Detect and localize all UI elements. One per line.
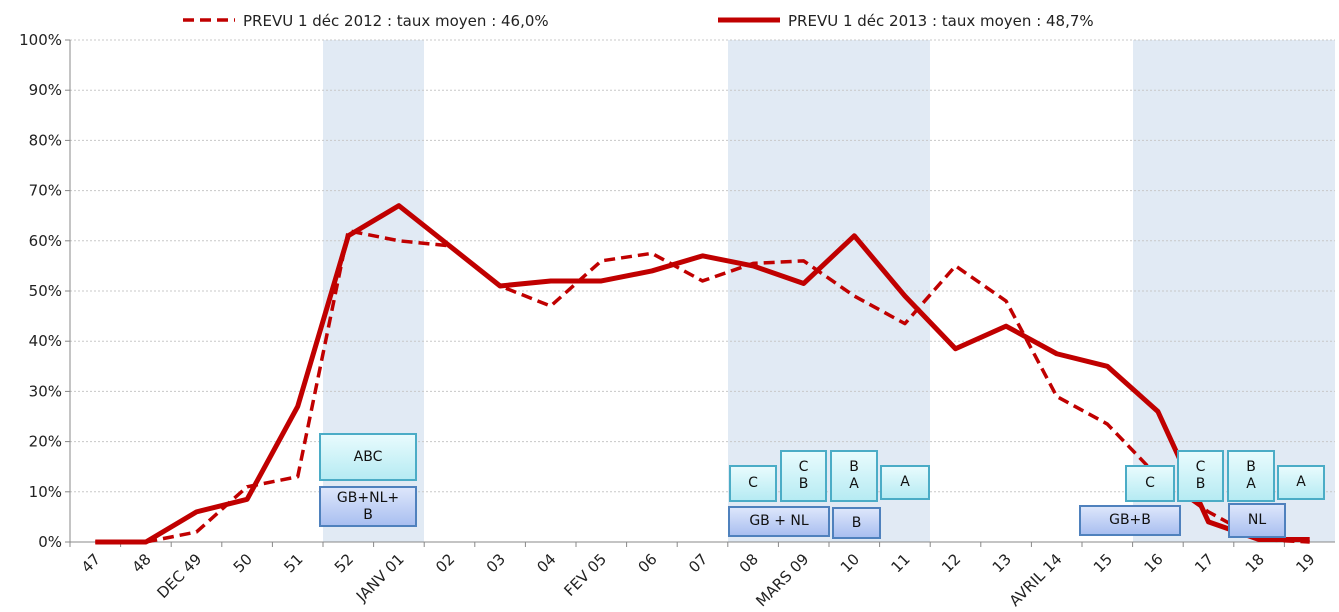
annotation-box: C B bbox=[1177, 450, 1224, 502]
y-tick-label: 0% bbox=[38, 533, 62, 551]
annotation-box: GB+NL+ B bbox=[319, 486, 417, 527]
annotation-box: GB + NL bbox=[728, 506, 830, 537]
x-tick-label: AVRIL 14 bbox=[1006, 550, 1066, 610]
annotation-box: C bbox=[1125, 465, 1175, 502]
x-tick-label: 52 bbox=[331, 550, 357, 576]
x-tick-label: 18 bbox=[1242, 550, 1268, 576]
annotation-box: B bbox=[832, 507, 881, 539]
annotation-box: ABC bbox=[319, 433, 417, 481]
annotation-box: B A bbox=[1227, 450, 1275, 502]
x-tick-label: 08 bbox=[736, 550, 762, 576]
annotation-box: NL bbox=[1228, 503, 1286, 538]
annotation-box: A bbox=[1277, 465, 1325, 500]
x-tick-label: 16 bbox=[1140, 550, 1166, 576]
x-tick-label: 04 bbox=[533, 550, 559, 576]
x-tick-label: 02 bbox=[432, 550, 458, 576]
x-tick-label: 47 bbox=[78, 550, 104, 576]
x-tick-label: DEC 49 bbox=[153, 550, 205, 602]
x-tick-label: 12 bbox=[938, 550, 964, 576]
y-tick-label: 100% bbox=[19, 31, 62, 49]
x-tick-label: 48 bbox=[128, 550, 154, 576]
x-tick-label: 06 bbox=[634, 550, 660, 576]
y-tick-label: 40% bbox=[29, 332, 62, 350]
x-tick-label: FEV 05 bbox=[560, 550, 610, 600]
annotation-box: A bbox=[880, 465, 930, 500]
y-tick-label: 60% bbox=[29, 232, 62, 250]
annotation-box: B A bbox=[830, 450, 878, 502]
x-tick-label: 51 bbox=[280, 550, 306, 576]
y-tick-label: 30% bbox=[29, 382, 62, 400]
x-tick-label: 17 bbox=[1191, 550, 1217, 576]
y-tick-label: 20% bbox=[29, 433, 62, 451]
x-tick-label: JANV 01 bbox=[352, 550, 408, 606]
legend-label: PREVU 1 déc 2013 : taux moyen : 48,7% bbox=[788, 12, 1094, 30]
annotation-box: C bbox=[729, 465, 777, 502]
y-tick-label: 90% bbox=[29, 81, 62, 99]
x-tick-label: 11 bbox=[887, 550, 913, 576]
series-line bbox=[95, 203, 1310, 545]
y-tick-label: 70% bbox=[29, 182, 62, 200]
series-line bbox=[95, 229, 1310, 544]
annotation-box: C B bbox=[780, 450, 827, 502]
holiday-band bbox=[728, 40, 930, 542]
x-tick-label: 10 bbox=[837, 550, 863, 576]
x-tick-label: 15 bbox=[1090, 550, 1116, 576]
x-tick-label: 50 bbox=[230, 550, 256, 576]
y-tick-label: 50% bbox=[29, 282, 62, 300]
x-tick-label: 03 bbox=[483, 550, 509, 576]
holiday-bands bbox=[323, 40, 1335, 542]
x-tick-label: 13 bbox=[989, 550, 1015, 576]
annotation-box: GB+B bbox=[1079, 505, 1181, 536]
x-tick-label: 07 bbox=[685, 550, 711, 576]
y-tick-label: 80% bbox=[29, 131, 62, 149]
x-tick-label: MARS 09 bbox=[752, 550, 812, 610]
y-tick-label: 10% bbox=[29, 483, 62, 501]
x-tick-label: 19 bbox=[1292, 550, 1318, 576]
legend-label: PREVU 1 déc 2012 : taux moyen : 46,0% bbox=[243, 12, 549, 30]
